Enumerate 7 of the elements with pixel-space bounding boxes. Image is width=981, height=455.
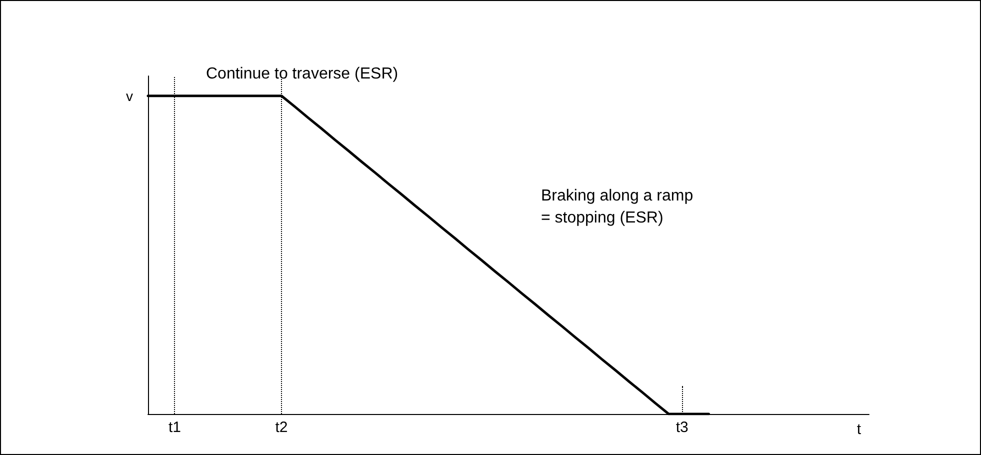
text: Continue to traverse (ESR) (206, 66, 398, 82)
x-tick-label: t3 (676, 419, 688, 436)
annotation: Braking along a ramp = stopping (ESR) (541, 188, 694, 226)
x-tick-label: t1 (168, 419, 181, 436)
x-axis-title: t (856, 421, 862, 438)
y-axis-title: v (126, 88, 133, 104)
x-tick-label: t2 (275, 419, 288, 436)
